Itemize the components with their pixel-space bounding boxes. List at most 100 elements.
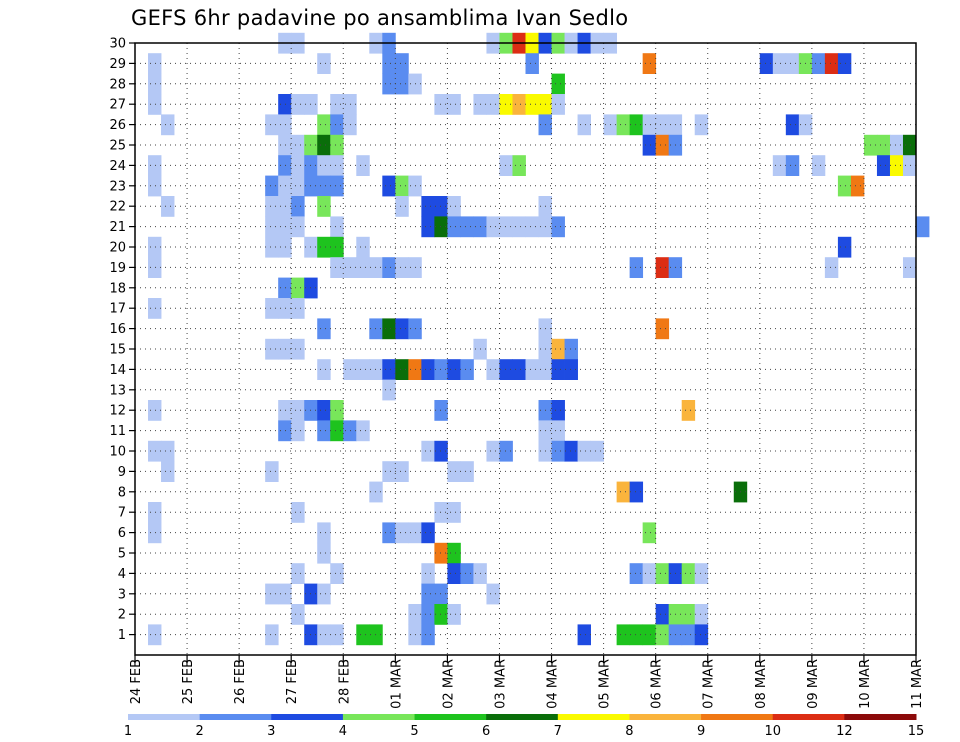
heatmap-cell bbox=[499, 440, 513, 462]
heatmap-cell bbox=[382, 257, 396, 278]
heatmap-cell bbox=[811, 155, 826, 176]
heatmap-cell bbox=[395, 318, 409, 340]
legend-label: 12 bbox=[836, 724, 853, 739]
heatmap-cell bbox=[525, 53, 539, 74]
heatmap-cell bbox=[551, 338, 565, 360]
x-tick-label: 08 MAR bbox=[754, 659, 769, 709]
heatmap-cell bbox=[291, 604, 305, 625]
heatmap-cell bbox=[421, 359, 435, 380]
heatmap-cell bbox=[629, 114, 644, 136]
x-axis: 24 FEB 25 FEB 26 FEB 27 FEB 28 FEB 01 MAR 02 M… bbox=[129, 655, 925, 709]
heatmap-cell bbox=[551, 440, 565, 462]
heatmap-cell bbox=[785, 155, 800, 176]
heatmap-cell bbox=[655, 624, 670, 646]
heatmap-cell bbox=[577, 440, 591, 462]
heatmap-cell bbox=[434, 216, 448, 238]
heatmap-cell bbox=[681, 400, 696, 421]
y-axis: 1234567891011121314151617181920212223242… bbox=[109, 37, 135, 643]
heatmap-cell bbox=[837, 53, 852, 74]
heatmap-cell bbox=[486, 94, 500, 115]
y-tick-label: 28 bbox=[109, 77, 126, 92]
heatmap-cell bbox=[278, 155, 292, 176]
y-tick-label: 8 bbox=[118, 485, 126, 500]
heatmap-cell bbox=[421, 624, 435, 646]
heatmap-cell bbox=[876, 134, 891, 156]
heatmap-cell bbox=[681, 624, 696, 646]
heatmap-cell bbox=[512, 216, 526, 238]
heatmap-cell bbox=[564, 338, 578, 360]
heatmap-cell bbox=[382, 318, 396, 340]
heatmap-cell bbox=[369, 318, 383, 340]
heatmap-cell bbox=[460, 461, 474, 482]
heatmap-cell bbox=[317, 134, 331, 156]
x-tick-label: 05 MAR bbox=[598, 659, 613, 709]
heatmap-cell bbox=[395, 359, 409, 380]
heatmap-cell bbox=[447, 461, 461, 482]
heatmap-cell bbox=[265, 461, 279, 482]
heatmap-cell bbox=[317, 542, 331, 564]
heatmap-cell bbox=[681, 604, 696, 625]
heatmap-cell bbox=[655, 134, 670, 156]
heatmap-cell bbox=[278, 114, 292, 136]
heatmap-cell bbox=[629, 563, 644, 584]
heatmap-cell bbox=[330, 134, 344, 156]
heatmap-cell bbox=[291, 175, 305, 197]
heatmap-cell bbox=[460, 216, 474, 238]
heatmap-cell bbox=[343, 420, 357, 442]
heatmap-cell bbox=[902, 134, 917, 156]
heatmap-cell bbox=[434, 502, 448, 523]
heatmap-cell bbox=[148, 400, 162, 421]
y-tick-label: 6 bbox=[118, 526, 126, 541]
heatmap-cell bbox=[330, 400, 344, 421]
x-tick-label: 11 MAR bbox=[910, 659, 925, 709]
heatmap-cell bbox=[278, 134, 292, 156]
heatmap-cell bbox=[291, 563, 305, 584]
heatmap-cell bbox=[421, 583, 435, 605]
heatmap-cell bbox=[291, 298, 305, 319]
heatmap-cell bbox=[577, 114, 591, 136]
heatmap-cell bbox=[148, 440, 162, 462]
heatmap-cell bbox=[317, 114, 331, 136]
heatmap-cell bbox=[330, 114, 344, 136]
heatmap-cell bbox=[265, 298, 279, 319]
heatmap-cell bbox=[551, 216, 565, 238]
y-tick-label: 19 bbox=[109, 261, 126, 276]
heatmap-cell bbox=[525, 216, 539, 238]
heatmap-cell bbox=[291, 196, 305, 217]
heatmap-cell bbox=[330, 155, 344, 176]
y-tick-label: 9 bbox=[118, 465, 126, 480]
heatmap-cell bbox=[317, 196, 331, 217]
y-tick-label: 24 bbox=[109, 159, 126, 174]
x-tick-label: 07 MAR bbox=[702, 659, 717, 709]
heatmap-cell bbox=[642, 522, 657, 544]
heatmap-cell bbox=[447, 196, 461, 217]
heatmap-cell bbox=[642, 624, 657, 646]
heatmap-cell bbox=[382, 461, 396, 482]
heatmap-cell bbox=[317, 53, 331, 74]
y-tick-label: 14 bbox=[109, 363, 126, 378]
y-tick-label: 21 bbox=[109, 220, 126, 235]
x-tick-label: 09 MAR bbox=[806, 659, 821, 709]
heatmap-cell bbox=[265, 216, 279, 238]
heatmap-cell bbox=[291, 155, 305, 176]
heatmap-cell bbox=[525, 359, 539, 380]
heatmap-cell bbox=[694, 604, 709, 625]
heatmap-cell bbox=[278, 196, 292, 217]
heatmap-cell bbox=[356, 359, 370, 380]
heatmap-cell bbox=[850, 175, 865, 197]
heatmap-cell bbox=[382, 522, 396, 544]
legend-label: 7 bbox=[554, 724, 562, 739]
heatmap-cell bbox=[148, 257, 162, 278]
heatmap-cell bbox=[356, 155, 370, 176]
heatmap-cell bbox=[382, 359, 396, 380]
heatmap-cell bbox=[512, 359, 526, 380]
heatmap-cell bbox=[486, 440, 500, 462]
heatmap-cell bbox=[395, 175, 409, 197]
heatmap-cell bbox=[278, 298, 292, 319]
heatmap-cell bbox=[512, 94, 526, 115]
heatmap-cell bbox=[447, 604, 461, 625]
heatmap-cell bbox=[551, 73, 565, 95]
y-tick-label: 1 bbox=[118, 628, 126, 643]
heatmap-cell bbox=[694, 563, 709, 584]
